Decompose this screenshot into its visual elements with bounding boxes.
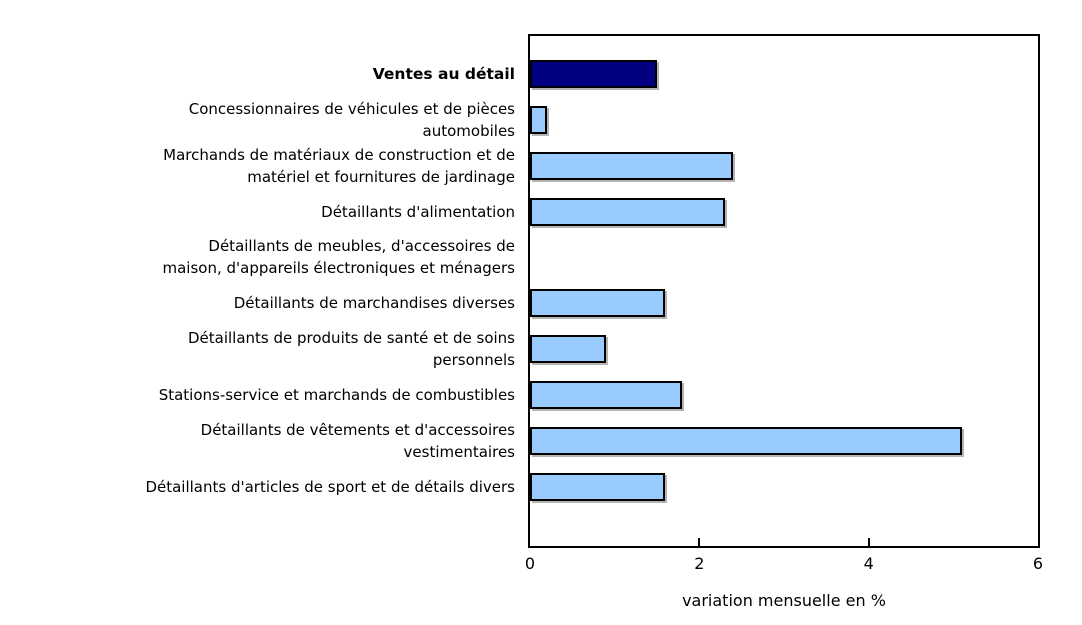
- category-label: Détaillants de meubles, d'accessoires de…: [162, 237, 516, 278]
- bar: [530, 289, 666, 318]
- bar: [530, 197, 725, 226]
- plot-area: [528, 34, 1040, 548]
- category-label: Détaillants d'articles de sport et de dé…: [145, 477, 515, 496]
- category-labels: Ventes au détail Concessionnaires de véhi…: [0, 0, 515, 560]
- bar: [530, 60, 657, 88]
- bar: [530, 426, 962, 455]
- category-label: Détaillants de marchandises diverses: [233, 294, 515, 313]
- category-label: Détaillants de produits de santé et de s…: [187, 329, 515, 370]
- category-label: Stations-service et marchands de combust…: [158, 385, 515, 404]
- bar: [530, 380, 683, 409]
- bar: [530, 105, 547, 134]
- x-tick-mark: [698, 538, 701, 546]
- x-tick-mark: [867, 538, 870, 546]
- bar: [530, 151, 734, 180]
- category-label: Marchands de matériaux de construction e…: [163, 145, 515, 186]
- category-label: Ventes au détail: [372, 65, 515, 83]
- x-tick-label: 2: [694, 554, 705, 573]
- bar: [530, 335, 607, 364]
- category-label: Détaillants de vêtements et d'accessoire…: [200, 420, 515, 461]
- x-tick-label: 0: [524, 554, 536, 573]
- category-label: Détaillants d'alimentation: [321, 202, 515, 221]
- category-label: Concessionnaires de véhicules et de pièc…: [188, 99, 515, 140]
- x-tick-label: 6: [1032, 554, 1044, 573]
- x-axis-label: variation mensuelle en %: [682, 591, 886, 610]
- x-tick-label: 4: [863, 554, 874, 573]
- bar: [530, 472, 666, 501]
